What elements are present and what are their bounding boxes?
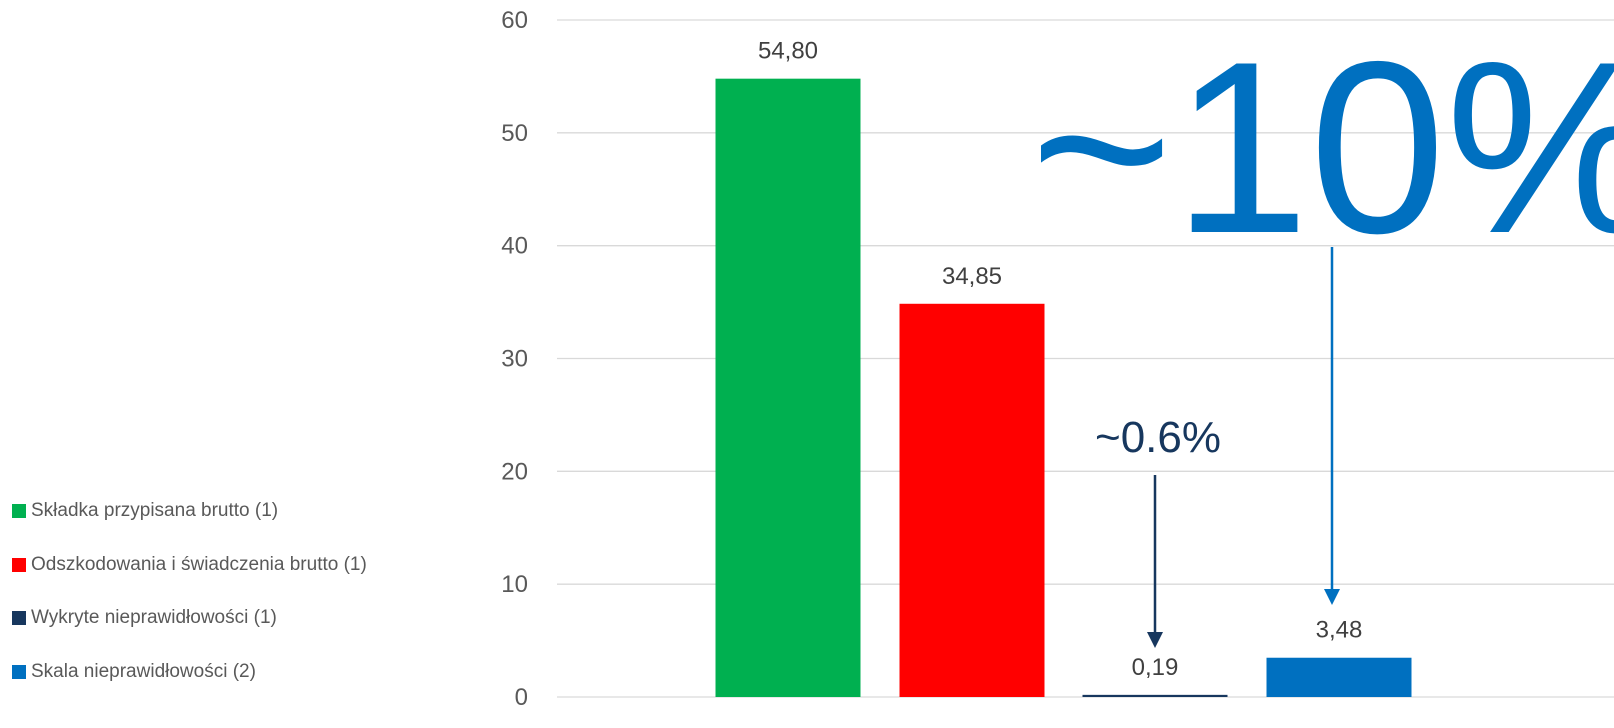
- data-label: 3,48: [1316, 617, 1363, 644]
- legend-swatch: [12, 557, 26, 572]
- data-labels: 54,80 34,85 0,19 3,48: [758, 38, 1362, 681]
- legend-label: Skala nieprawidłowości (2): [31, 660, 256, 682]
- bar: [1266, 657, 1412, 697]
- legend-swatch: [12, 611, 26, 625]
- y-tick-label: 30: [501, 346, 528, 373]
- bars: [715, 78, 1412, 697]
- y-tick-label: 20: [501, 458, 528, 485]
- y-tick-label: 60: [501, 7, 528, 34]
- legend-swatch: [12, 504, 26, 518]
- annotation-arrow-small-head: [1147, 632, 1163, 648]
- legend-item: Skala nieprawidłowości (2): [12, 658, 367, 686]
- annotation-large: ~10%: [1030, 10, 1614, 284]
- annotations: ~10% ~0.6%: [1030, 10, 1614, 648]
- y-tick-label: 0: [515, 684, 528, 711]
- legend-item: Wykryte nieprawidłowości (1): [12, 604, 367, 632]
- y-tick-label: 10: [501, 571, 528, 598]
- bar: [1082, 694, 1228, 697]
- legend-label: Wykryte nieprawidłowości (1): [31, 607, 277, 628]
- bar: [715, 78, 861, 697]
- legend-item: Składka przypisana brutto (1): [12, 497, 367, 525]
- data-label: 34,85: [942, 263, 1002, 290]
- y-tick-label: 50: [501, 120, 528, 147]
- bar: [899, 303, 1045, 697]
- annotation-small: ~0.6%: [1095, 413, 1221, 462]
- legend-item: Odszkodowania i świadczenia brutto (1): [12, 551, 367, 579]
- legend-label: Składka przypisana brutto (1): [31, 500, 279, 521]
- annotation-arrow-large-head: [1324, 589, 1340, 605]
- data-label: 54,80: [758, 38, 818, 65]
- legend-swatch: [12, 664, 26, 679]
- y-tick-label: 40: [501, 233, 528, 260]
- legend: Składka przypisana brutto (1) Odszkodowan…: [12, 497, 367, 711]
- legend-label: Odszkodowania i świadczenia brutto (1): [31, 553, 367, 575]
- data-label: 0,19: [1132, 654, 1179, 681]
- y-axis-ticks: 0 10 20 30 40 50 60: [501, 7, 528, 711]
